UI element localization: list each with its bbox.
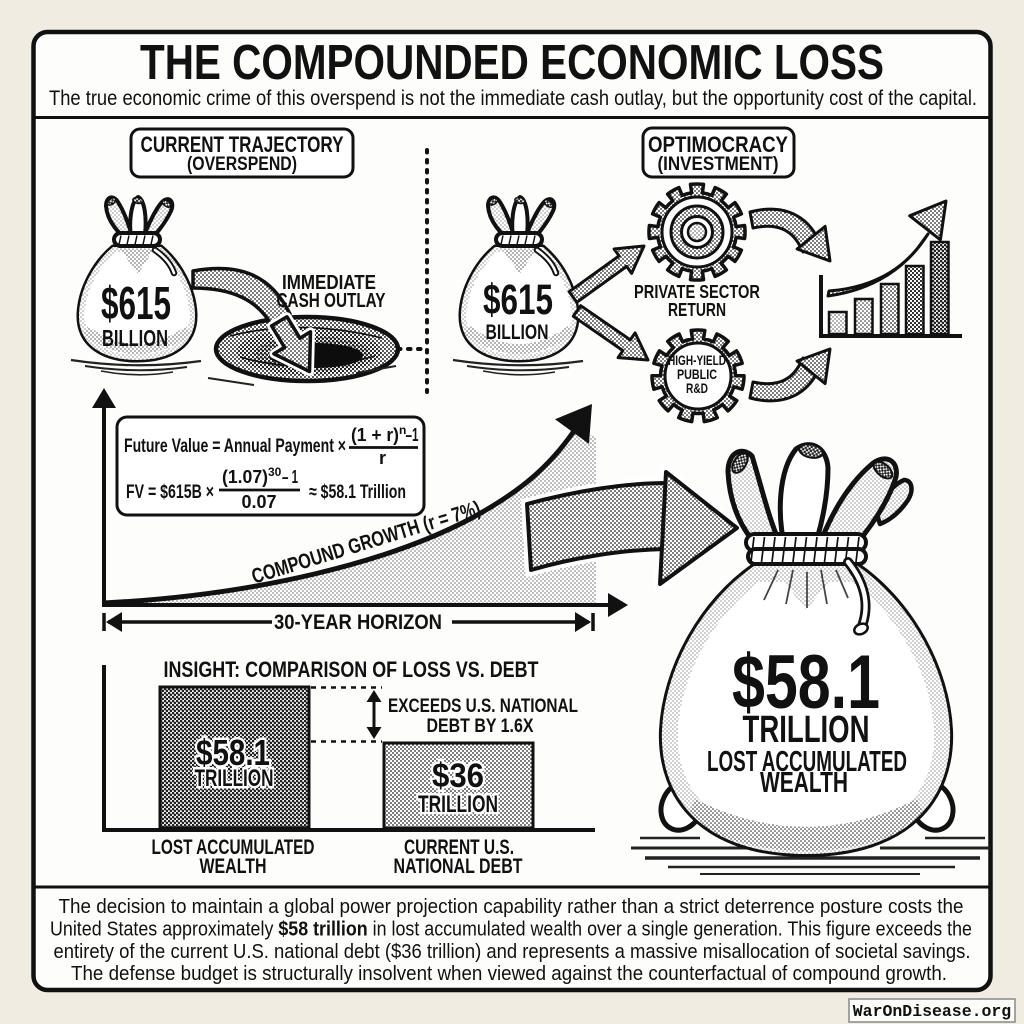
svg-text:THE COMPOUNDED ECONOMIC LOSS: THE COMPOUNDED ECONOMIC LOSS (140, 36, 884, 90)
svg-text:BILLION: BILLION (102, 325, 168, 351)
svg-text:R&D: R&D (686, 380, 708, 396)
svg-text:OPTIMOCRACY: OPTIMOCRACY (648, 132, 788, 157)
svg-text:CASH OUTLAY: CASH OUTLAY (277, 289, 386, 312)
svg-text:entirety of the current U.S. n: entirety of the current U.S. national de… (54, 940, 971, 963)
svg-text:NATIONAL DEBT: NATIONAL DEBT (394, 855, 523, 878)
svg-text:(OVERSPEND): (OVERSPEND) (187, 154, 297, 175)
svg-text:$36: $36 (432, 757, 484, 795)
svg-text:r: r (379, 448, 386, 468)
svg-text:LOST ACCUMULATED: LOST ACCUMULATED (707, 746, 907, 778)
svg-text:(INVESTMENT): (INVESTMENT) (658, 154, 779, 175)
svg-text:IMMEDIATE: IMMEDIATE (282, 271, 376, 294)
svg-text:HIGH-YIELD: HIGH-YIELD (668, 352, 726, 368)
svg-text:WEALTH: WEALTH (760, 767, 848, 799)
svg-text:WarOnDisease.org: WarOnDisease.org (853, 1002, 1011, 1021)
svg-text:RETURN: RETURN (668, 300, 726, 320)
svg-text:PUBLIC: PUBLIC (677, 366, 717, 382)
svg-text:Future Value = Annual Payment: Future Value = Annual Payment × (124, 435, 346, 457)
svg-text:TRILLION: TRILLION (418, 791, 498, 818)
svg-text:The decision to maintain a glo: The decision to maintain a global power … (59, 895, 964, 918)
svg-text:PRIVATE SECTOR: PRIVATE SECTOR (634, 282, 760, 302)
svg-text:FV = $615B ×: FV = $615B × (126, 481, 214, 503)
svg-text:$58.1: $58.1 (732, 640, 880, 725)
svg-text:≈ $58.1 Trillion: ≈ $58.1 Trillion (309, 481, 406, 503)
svg-text:LOST ACCUMULATED: LOST ACCUMULATED (152, 836, 315, 859)
svg-text:(1 + r): (1 + r) (351, 425, 399, 445)
svg-text:CURRENT U.S.: CURRENT U.S. (404, 836, 514, 859)
svg-text:–1: –1 (406, 425, 419, 445)
svg-text:$615: $615 (483, 276, 553, 324)
svg-text:United States approximately $5: United States approximately $58 trillion… (50, 918, 972, 941)
svg-text:TRILLION: TRILLION (743, 709, 870, 751)
svg-text:DEBT BY 1.6X: DEBT BY 1.6X (427, 716, 534, 737)
svg-text:EXCEEDS U.S. NATIONAL: EXCEEDS U.S. NATIONAL (388, 696, 578, 717)
svg-text:The true economic crime of thi: The true economic crime of this overspen… (49, 86, 977, 110)
svg-text:CURRENT TRAJECTORY: CURRENT TRAJECTORY (141, 132, 344, 157)
svg-text:– 1: – 1 (282, 467, 298, 487)
svg-text:WEALTH: WEALTH (200, 855, 267, 878)
svg-text:The defense budget is structur: The defense budget is structurally insol… (71, 962, 947, 985)
svg-text:BILLION: BILLION (486, 321, 549, 344)
svg-text:30: 30 (268, 465, 282, 479)
svg-text:$58.1: $58.1 (196, 732, 270, 773)
svg-text:30-YEAR HORIZON: 30-YEAR HORIZON (274, 610, 442, 634)
svg-text:$615: $615 (101, 277, 171, 329)
svg-text:INSIGHT: COMPARISON OF LOSS VS: INSIGHT: COMPARISON OF LOSS VS. DEBT (164, 657, 539, 682)
svg-text:TRILLION: TRILLION (195, 765, 274, 792)
svg-text:n: n (399, 423, 406, 437)
svg-text:(1.07): (1.07) (222, 467, 268, 487)
svg-text:0.07: 0.07 (241, 492, 276, 512)
